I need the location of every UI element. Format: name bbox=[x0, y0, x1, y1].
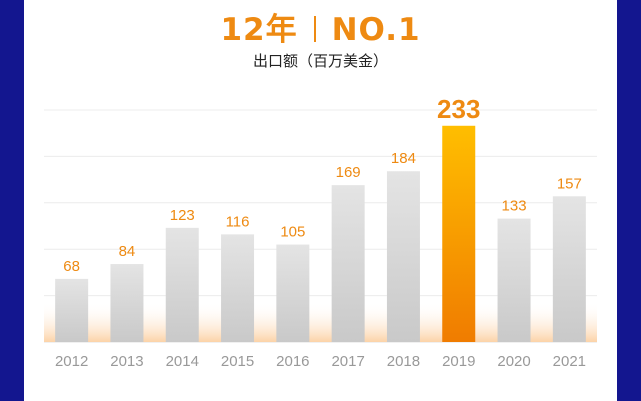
data-label-2013: 84 bbox=[119, 243, 136, 260]
x-tick-2017: 2017 bbox=[331, 353, 364, 370]
x-tick-2020: 2020 bbox=[497, 353, 530, 370]
title-separator bbox=[313, 16, 316, 42]
data-label-2017: 169 bbox=[336, 164, 361, 181]
bar-2020 bbox=[497, 218, 531, 342]
title-rank: NO.1 bbox=[331, 12, 421, 48]
x-tick-2018: 2018 bbox=[387, 353, 420, 370]
chart-title: 12年 NO.1 bbox=[0, 4, 641, 49]
bar-2017 bbox=[331, 185, 365, 342]
data-label-2016: 105 bbox=[280, 224, 305, 241]
x-tick-2013: 2013 bbox=[110, 353, 143, 370]
left-border bbox=[0, 0, 24, 401]
data-label-2021: 157 bbox=[557, 175, 582, 192]
x-tick-2012: 2012 bbox=[55, 353, 88, 370]
right-border bbox=[617, 0, 641, 401]
data-label-2019: 233 bbox=[437, 94, 480, 124]
x-tick-2014: 2014 bbox=[166, 353, 199, 370]
bar-2021 bbox=[552, 196, 586, 342]
bar-2016 bbox=[276, 244, 310, 342]
bar-2018 bbox=[386, 171, 420, 342]
x-tick-2016: 2016 bbox=[276, 353, 309, 370]
bar-2015 bbox=[221, 234, 255, 342]
bar-2014 bbox=[165, 227, 199, 342]
bar-2013 bbox=[110, 264, 144, 342]
data-label-2015: 116 bbox=[226, 213, 250, 230]
bar-2012 bbox=[55, 278, 89, 342]
data-label-2014: 123 bbox=[170, 207, 195, 224]
x-tick-2019: 2019 bbox=[442, 353, 475, 370]
title-years: 12年 bbox=[220, 12, 298, 48]
bar-2019 bbox=[442, 125, 476, 342]
x-tick-2021: 2021 bbox=[553, 353, 586, 370]
data-label-2020: 133 bbox=[502, 198, 527, 215]
data-label-2012: 68 bbox=[63, 258, 80, 275]
data-label-2018: 184 bbox=[391, 150, 416, 167]
x-tick-2015: 2015 bbox=[221, 353, 254, 370]
chart-subtitle: 出口额（百万美金） bbox=[252, 52, 388, 70]
